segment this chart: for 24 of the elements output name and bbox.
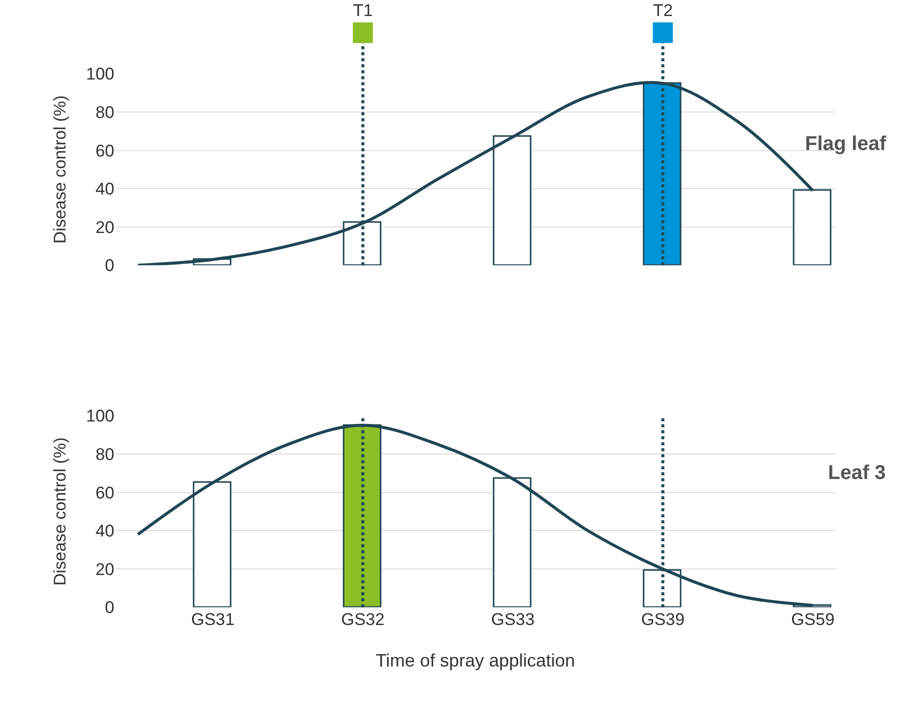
y-axis-title: Disease control (%): [50, 437, 70, 586]
annotation: Flag leaf: [805, 133, 886, 155]
y-tick-label: 40: [95, 522, 114, 541]
annotation: Leaf 3: [828, 462, 886, 484]
y-tick-label: 60: [95, 483, 114, 502]
x-tick-label: GS39: [641, 610, 685, 630]
y-tick-label: 80: [95, 102, 114, 122]
y-tick-label: 80: [95, 444, 114, 464]
x-tick-label: GS32: [341, 610, 385, 630]
y-tick-label: 0: [104, 598, 114, 618]
x-tick-label: GS59: [791, 610, 835, 630]
ref-line-label: T1: [353, 1, 373, 20]
y-axis-title: Disease control (%): [50, 95, 70, 244]
y-tick-label: 100: [86, 406, 114, 426]
x-tick-label: GS31: [191, 610, 235, 630]
y-tick-label: 0: [104, 256, 114, 276]
x-axis-title: Time of spray application: [376, 650, 576, 670]
ref-line-label: T2: [653, 1, 673, 20]
y-tick-label: 100: [86, 64, 114, 84]
y-tick-label: 20: [95, 218, 114, 237]
y-tick-label: 20: [95, 560, 114, 579]
x-tick-label: GS33: [491, 610, 535, 630]
y-tick-label: 40: [95, 180, 114, 199]
y-tick-label: 60: [95, 141, 114, 160]
